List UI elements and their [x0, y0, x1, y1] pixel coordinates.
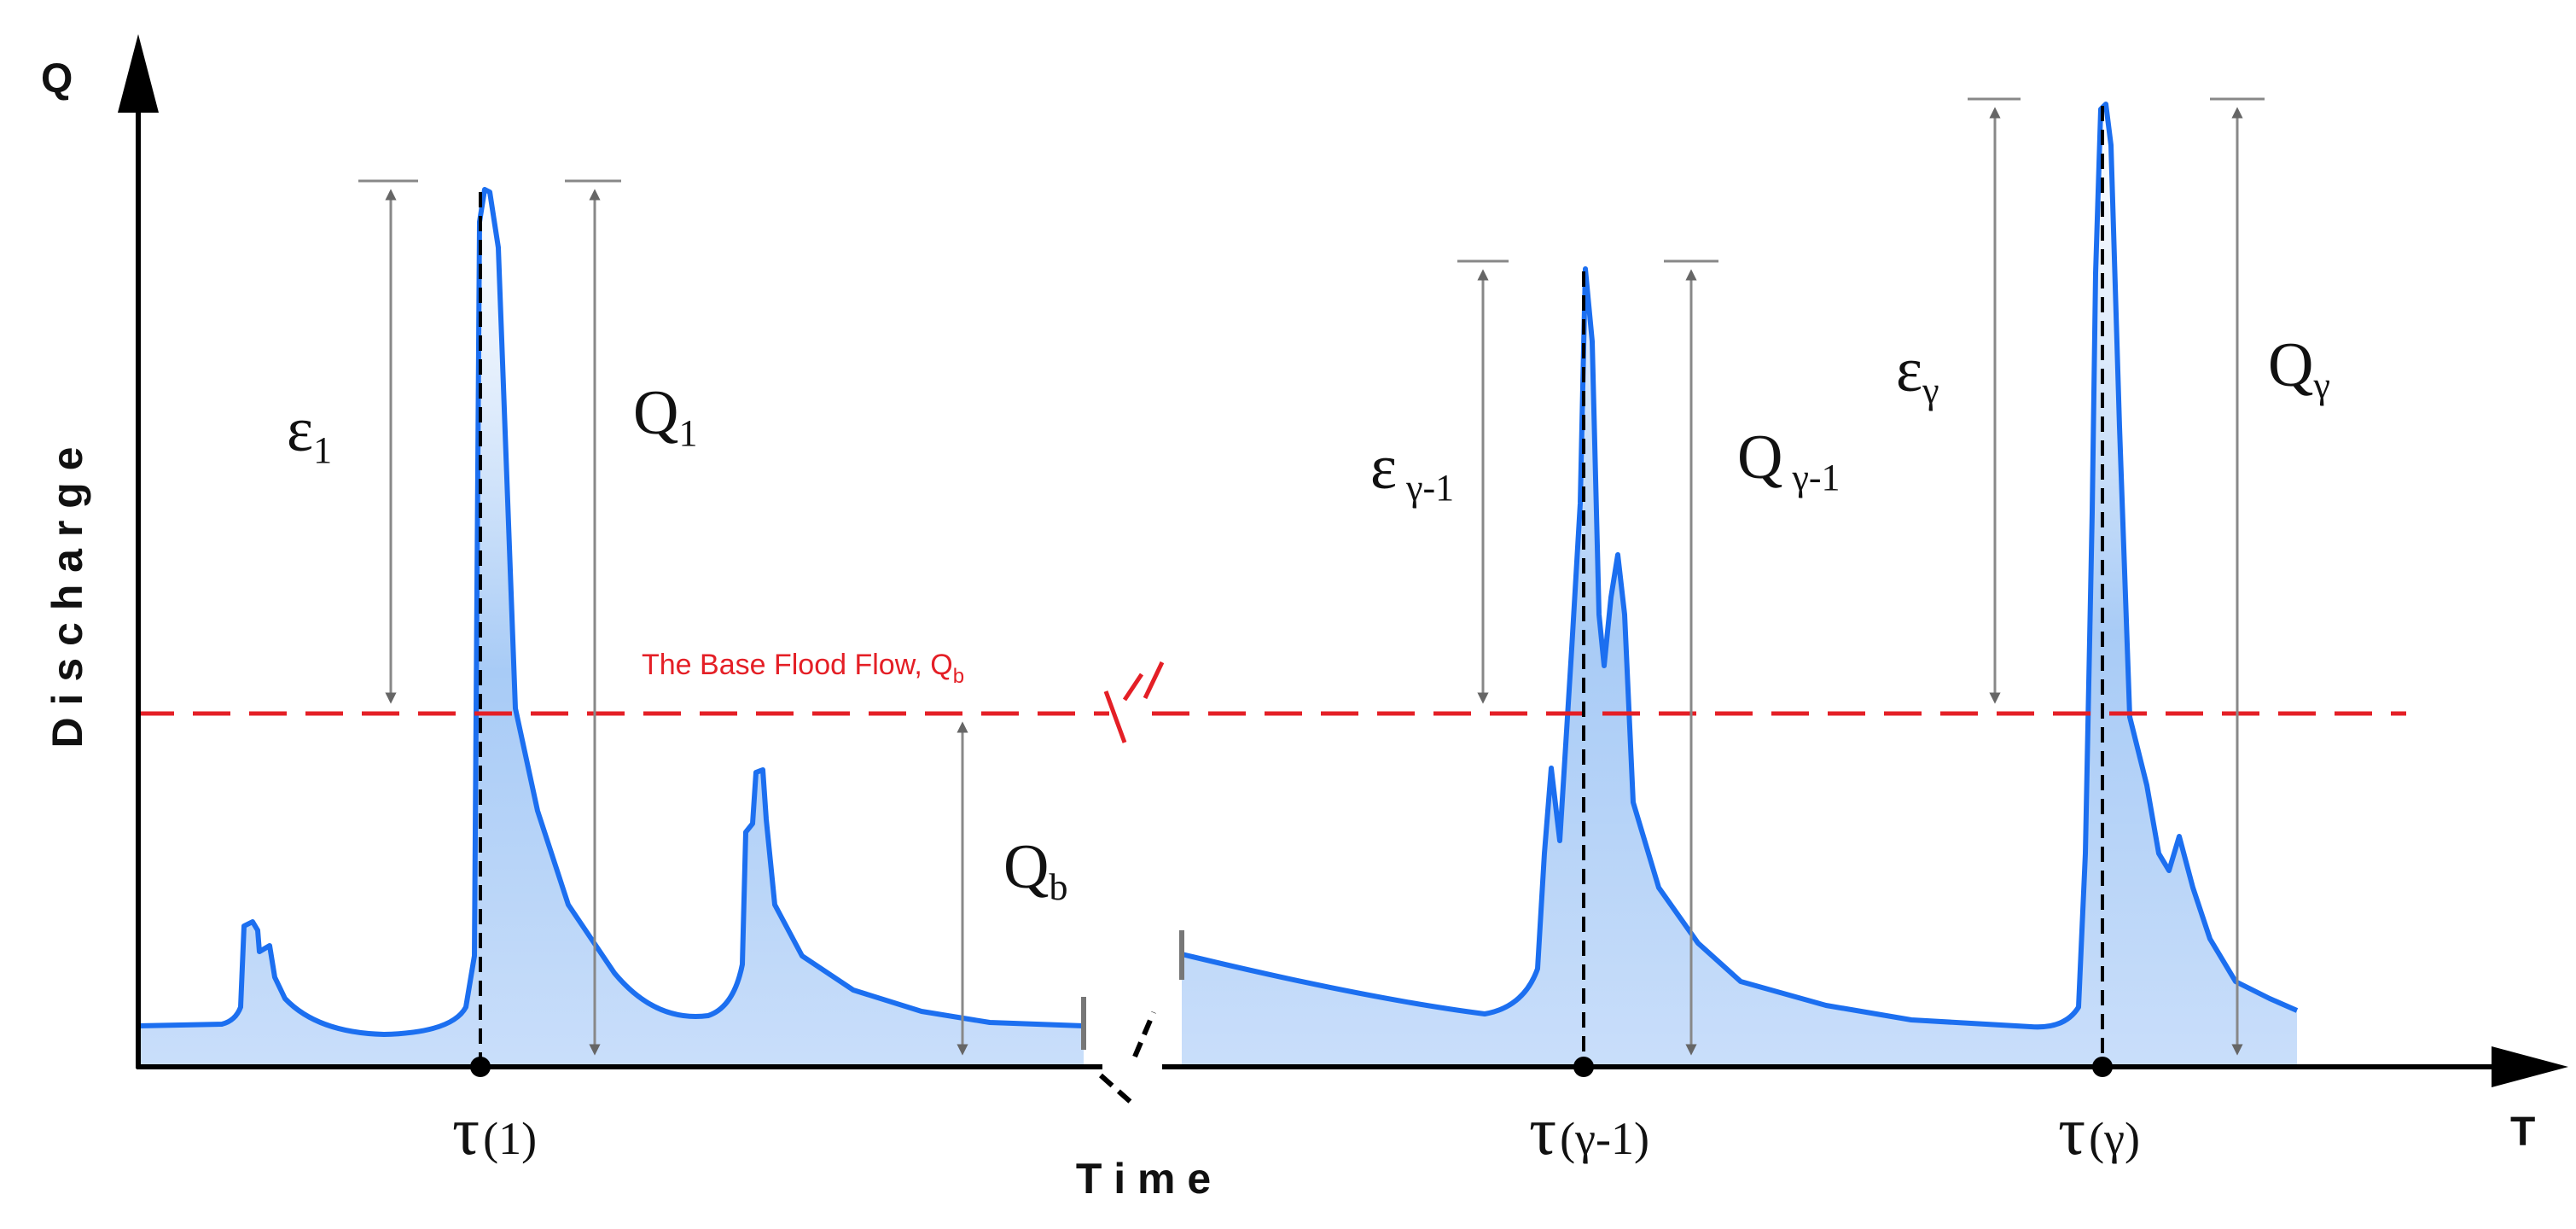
- base-flow-break-mark: [1103, 661, 1165, 743]
- base-flow-label: The Base Flood Flow, Qb: [642, 649, 964, 688]
- x-axis-label: T: [2510, 1110, 2535, 1155]
- x-axis-arrowhead: [2492, 1046, 2568, 1087]
- y-axis-arrowhead: [118, 34, 159, 113]
- epsilon-gamma-minus-1-label: ε γ-1: [1370, 433, 1454, 509]
- epsilon-gamma-label: εγ: [1896, 335, 1939, 411]
- tick-dot-1: [470, 1057, 491, 1077]
- q-b-label: Qb: [1003, 832, 1067, 908]
- q-gamma-label: Qγ: [2268, 330, 2330, 406]
- tau-1-label: τ(1): [452, 1094, 537, 1169]
- y-axis-label: Q: [41, 56, 73, 102]
- hydrograph-line-right: [1181, 102, 2299, 1030]
- q-1-label: Q1: [633, 378, 697, 454]
- tau-gamma-label: τ(γ): [2058, 1094, 2140, 1169]
- hydrograph-line-left: [137, 187, 1084, 1037]
- hydrograph-fill-right: [1182, 104, 2297, 1065]
- q-gamma-minus-1-label: Q γ-1: [1737, 422, 1840, 498]
- x-axis-break-mark: [1099, 1011, 1156, 1105]
- y-axis-title: D i s c h a r g e: [44, 447, 91, 748]
- tau-gamma-minus-1-label: τ(γ-1): [1529, 1094, 1649, 1169]
- measure-caps: [358, 97, 2265, 263]
- measure-arrows: [385, 107, 2243, 1056]
- epsilon-1-label: ε1: [287, 395, 332, 471]
- tick-dot-gamma: [2092, 1057, 2113, 1077]
- tick-dot-gamma-minus-1: [1573, 1057, 1594, 1077]
- x-axis-title: T i m e: [1076, 1155, 1211, 1203]
- hydrograph-fill-left: [138, 189, 1084, 1065]
